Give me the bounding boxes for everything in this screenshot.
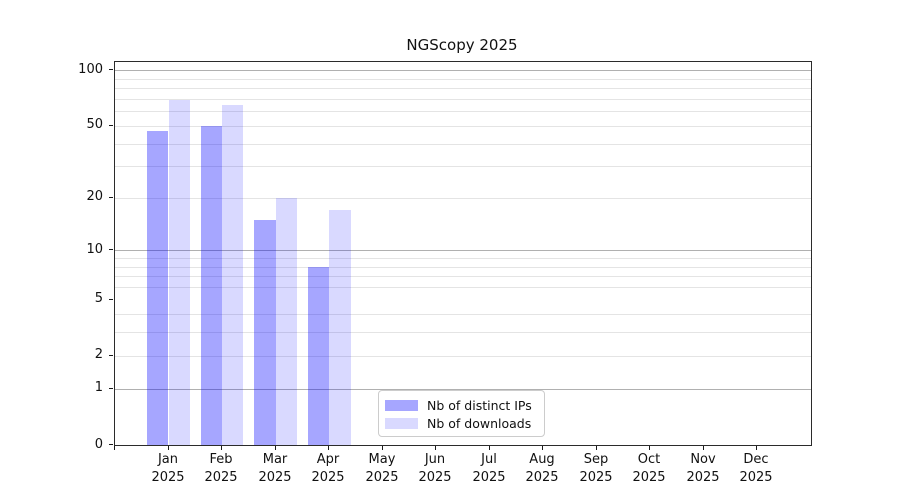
bar-mar-downloads (275, 197, 297, 445)
y-tick-label-100: 100 (78, 62, 103, 77)
bar-jan-distinct-ips (147, 130, 169, 445)
legend-label-downloads: Nb of downloads (427, 415, 532, 431)
gridline-minor-y40 (115, 144, 811, 145)
bar-apr-downloads (329, 210, 351, 445)
x-tick-label-mar: Mar 2025 (258, 452, 292, 485)
plot-area (114, 61, 812, 446)
x-tick-oct (649, 446, 650, 450)
x-tick-label-sep: Sep 2025 (579, 452, 613, 485)
gridline-major-y100 (115, 70, 811, 71)
legend-label-distinct-ips: Nb of distinct IPs (427, 397, 532, 413)
x-tick-may (382, 446, 383, 450)
y-tick-5 (109, 299, 113, 300)
gridline-minor-y30 (115, 166, 811, 167)
bar-feb-distinct-ips (200, 125, 223, 445)
y-tick-10 (109, 249, 113, 250)
x-tick-label-feb: Feb 2025 (204, 452, 238, 485)
gridline-minor-y80 (115, 88, 811, 89)
gridline-minor-y6 (115, 287, 811, 288)
legend-item-downloads: Nb of downloads (385, 415, 536, 431)
gridline-minor-y70 (115, 99, 811, 100)
y-tick-label-10: 10 (86, 242, 103, 257)
y-tick-0 (109, 444, 113, 445)
x-tick-label-dec: Dec 2025 (739, 452, 773, 485)
bar-apr-distinct-ips (307, 266, 330, 445)
gridline-minor-y90 (115, 79, 811, 80)
y-tick-1 (109, 388, 113, 389)
legend-swatch-distinct-ips (385, 399, 418, 411)
x-tick-mar (275, 446, 276, 450)
x-tick-label-jan: Jan 2025 (151, 452, 185, 485)
legend: Nb of distinct IPs Nb of downloads (378, 390, 545, 437)
x-tick-label-aug: Aug 2025 (525, 452, 559, 485)
legend-item-distinct-ips: Nb of distinct IPs (385, 397, 536, 413)
y-tick-label-5: 5 (94, 291, 103, 306)
x-tick-label-oct: Oct 2025 (632, 452, 666, 485)
x-tick-label-may: May 2025 (365, 452, 399, 485)
chart-title: NGScopy 2025 (406, 36, 518, 54)
x-tick-aug (542, 446, 543, 450)
legend-swatch-downloads (385, 417, 418, 429)
x-tick-jun (435, 446, 436, 450)
y-tick-20 (109, 197, 113, 198)
x-tick-sep (596, 446, 597, 450)
gridline-minor-y20 (115, 198, 811, 199)
gridline-major-y1 (115, 389, 811, 390)
y-tick-label-50: 50 (86, 117, 103, 132)
gridline-minor-y7 (115, 276, 811, 277)
gridline-minor-y2 (115, 356, 811, 357)
gridline-major-y10 (115, 250, 811, 251)
y-tick-100 (109, 69, 113, 70)
y-tick-2 (109, 355, 113, 356)
x-tick-feb (221, 446, 222, 450)
x-tick-label-jul: Jul 2025 (472, 452, 506, 485)
gridline-minor-y4 (115, 314, 811, 315)
x-tick-edge (114, 446, 115, 450)
bar-feb-downloads (222, 104, 244, 445)
x-tick-label-nov: Nov 2025 (686, 452, 720, 485)
gridline-minor-y3 (115, 332, 811, 333)
x-tick-apr (328, 446, 329, 450)
gridline-minor-y60 (115, 111, 811, 112)
x-tick-nov (703, 446, 704, 450)
y-tick-label-1: 1 (94, 380, 103, 395)
gridline-minor-y50 (115, 126, 811, 127)
gridline-minor-y9 (115, 258, 811, 259)
y-tick-50 (109, 125, 113, 126)
x-tick-label-jun: Jun 2025 (418, 452, 452, 485)
x-tick-label-apr: Apr 2025 (311, 452, 345, 485)
y-tick-label-0: 0 (94, 437, 103, 452)
y-tick-label-2: 2 (94, 347, 103, 362)
x-tick-dec (756, 446, 757, 450)
bar-mar-distinct-ips (254, 219, 276, 445)
x-tick-jan (168, 446, 169, 450)
bar-jan-downloads (168, 100, 190, 445)
x-tick-jul (489, 446, 490, 450)
gridline-minor-y8 (115, 267, 811, 268)
y-tick-label-20: 20 (86, 189, 103, 204)
